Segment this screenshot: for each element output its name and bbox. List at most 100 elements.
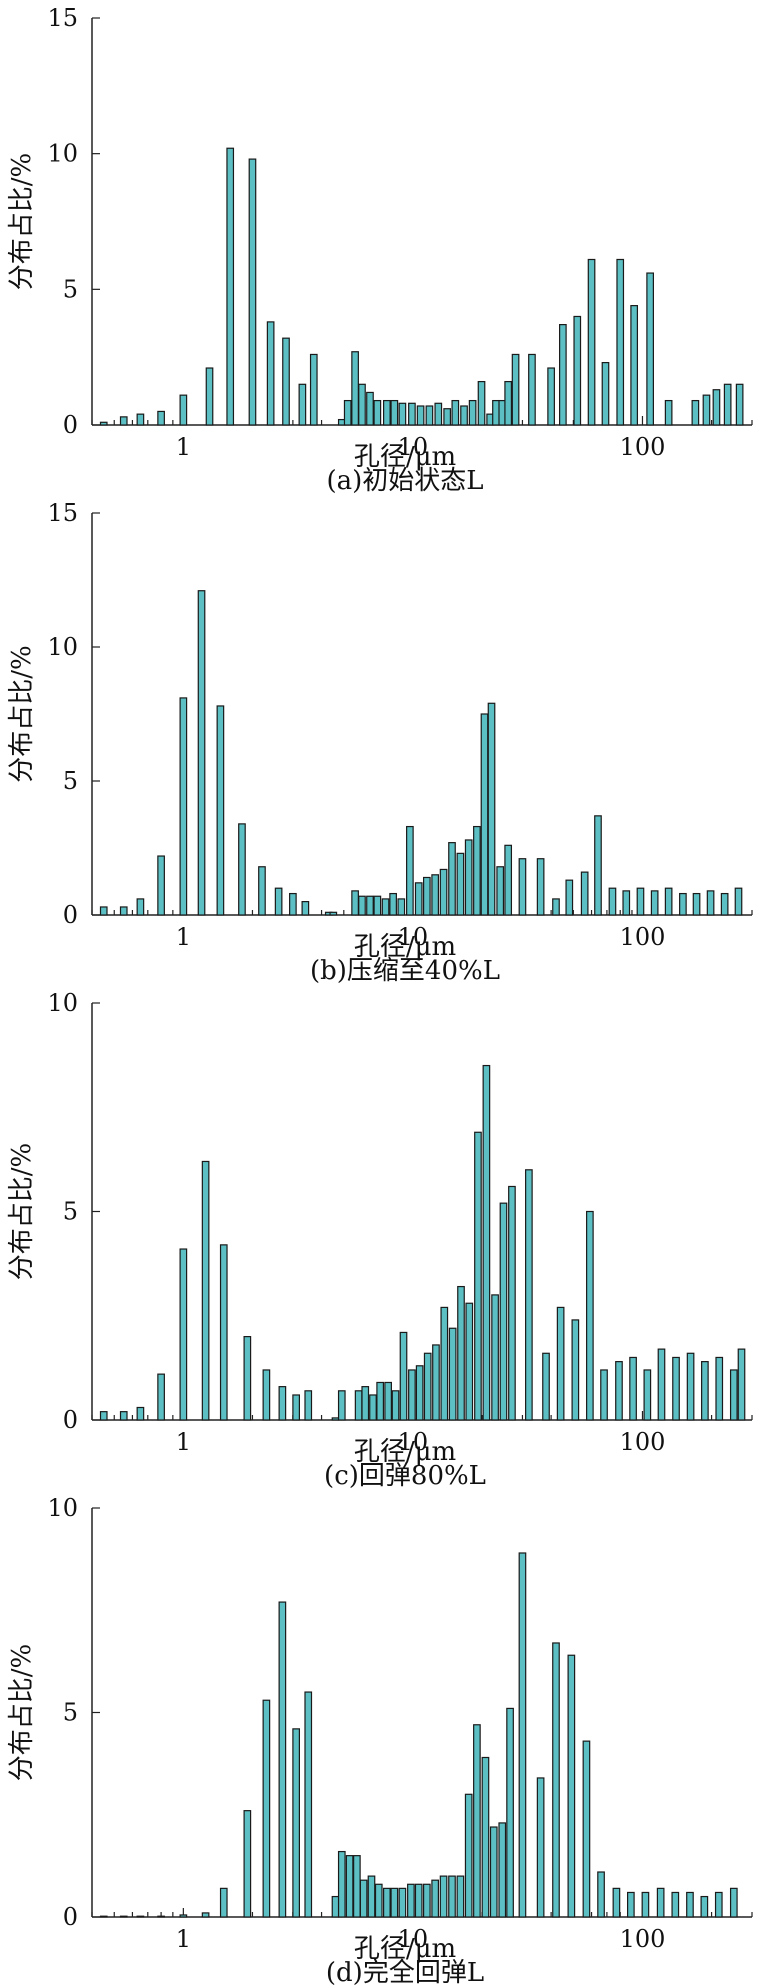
bar [136, 898, 145, 916]
bar [416, 405, 425, 426]
chart-svg: 0 5 10 1 10 100 分布占比/% 孔径/μm(d)完全回弹L [7, 1494, 753, 1987]
bar [329, 911, 338, 916]
bar [99, 421, 108, 426]
bar [656, 1887, 665, 1918]
bar [597, 1871, 605, 1918]
panel-d: 0 5 10 1 10 100 分布占比/% 孔径/μm (d)完全回弹L [0, 1490, 769, 1987]
chart-svg: 0 5 10 15 1 10 100 分布占比/% 孔径/μm(b)压缩至40%L [7, 499, 753, 985]
panel-a: 0 5 10 15 1 10 100 分布占比/% 孔径/μm (a)初始状态L [0, 0, 769, 495]
bar [451, 399, 460, 426]
bar [292, 1394, 300, 1421]
bar [465, 1302, 474, 1421]
bar [399, 1331, 408, 1421]
panel-caption: (d)完全回弹L [326, 1958, 484, 1987]
y-axis-label: 分布占比/% [7, 1143, 37, 1280]
bar [359, 1879, 368, 1918]
bar [157, 1915, 165, 1918]
panel-b: 0 5 10 15 1 10 100 分布占比/% 孔径/μm (b)压缩至40%L [0, 495, 769, 985]
x-tick-label: 10 [398, 1428, 429, 1456]
bar [528, 353, 536, 426]
bar [499, 1202, 508, 1421]
bar [702, 394, 711, 426]
bar [238, 823, 246, 916]
bar [383, 399, 391, 426]
bar [309, 353, 318, 426]
bar [723, 383, 732, 426]
bar [506, 1707, 514, 1918]
bar [282, 337, 290, 426]
bar [337, 1390, 346, 1421]
bar [408, 1369, 416, 1421]
bar [422, 876, 431, 916]
bar [473, 1724, 481, 1918]
bar [398, 1887, 407, 1918]
bar [345, 1855, 354, 1918]
y-tick-label: 10 [47, 989, 78, 1017]
bar [414, 882, 423, 916]
bar [464, 839, 473, 916]
bar [119, 416, 128, 426]
bar [691, 399, 700, 426]
bar [179, 697, 188, 916]
bar [552, 1642, 560, 1918]
bar [536, 1777, 545, 1918]
y-tick-label: 5 [63, 767, 78, 795]
bar [491, 1294, 499, 1421]
bar [423, 1352, 432, 1421]
bar [389, 892, 397, 916]
bar [439, 1875, 448, 1918]
bar [473, 825, 481, 916]
x-tick-label: 100 [620, 1925, 666, 1953]
bar [366, 391, 374, 426]
bar [518, 858, 527, 916]
y-tick-label: 0 [63, 411, 78, 439]
bar [601, 361, 610, 426]
bar [408, 402, 416, 426]
bar [226, 147, 235, 426]
bar [422, 1883, 431, 1918]
y-tick-label: 10 [47, 140, 78, 168]
bar [464, 1793, 473, 1918]
bar [406, 825, 414, 916]
bar [692, 892, 701, 916]
x-axis-label: 孔径/μm [354, 442, 456, 472]
bar [448, 1327, 457, 1421]
bar [587, 258, 596, 426]
bar [496, 866, 505, 916]
bar [734, 887, 743, 916]
bar [701, 1361, 709, 1421]
bar [361, 1386, 370, 1421]
bar [482, 1064, 491, 1421]
x-axis-label: 孔径/μm [354, 1437, 456, 1467]
bar [565, 879, 574, 916]
bar [700, 1895, 709, 1918]
bar [498, 1822, 507, 1918]
bar [367, 1875, 376, 1918]
bar [205, 367, 214, 426]
bar [686, 1891, 694, 1918]
bar [672, 1356, 680, 1421]
bar [489, 1826, 498, 1918]
bar [481, 1756, 490, 1918]
bar [474, 1131, 482, 1421]
bar [729, 1369, 738, 1421]
panel-c: 0 5 10 1 10 100 分布占比/% 孔径/μm (c)回弹80%L [0, 985, 769, 1490]
x-tick-label: 1 [176, 1925, 191, 1953]
bar [179, 1248, 188, 1421]
bar [492, 399, 500, 426]
bar [136, 413, 145, 426]
bar [487, 702, 496, 916]
y-tick-label: 5 [63, 275, 78, 303]
x-tick-label: 100 [620, 1428, 666, 1456]
bar [525, 1169, 533, 1421]
bar [331, 1417, 340, 1421]
bar [136, 1915, 145, 1918]
y-tick-label: 0 [63, 901, 78, 929]
y-axis-label: 分布占比/% [7, 153, 37, 290]
bar [219, 1887, 228, 1918]
bar [615, 1361, 623, 1421]
bar [586, 1210, 594, 1421]
bar [536, 858, 545, 916]
chart-svg: 0 5 10 15 1 10 100 分布占比/% 孔径/μm(a)初始状态L [7, 4, 753, 495]
bar [243, 1810, 252, 1918]
